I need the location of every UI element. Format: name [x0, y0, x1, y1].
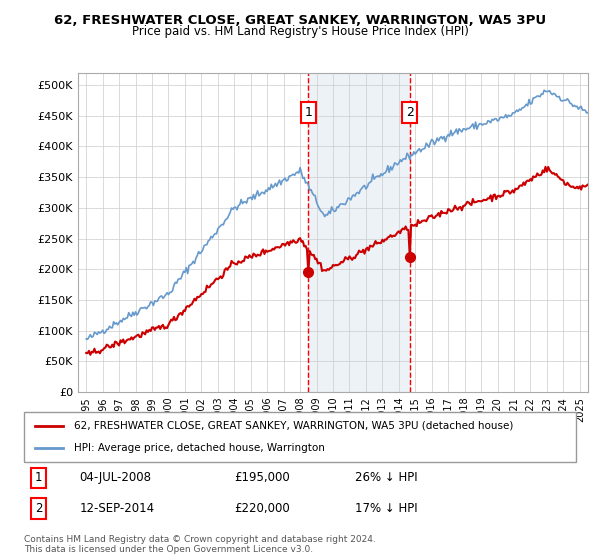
Bar: [308, 73, 410, 392]
Text: 2: 2: [35, 502, 43, 515]
Text: 12-SEP-2014: 12-SEP-2014: [79, 502, 154, 515]
Text: 1: 1: [304, 106, 312, 119]
Text: 04-JUL-2008: 04-JUL-2008: [79, 472, 151, 484]
Text: 17% ↓ HPI: 17% ↓ HPI: [355, 502, 418, 515]
Text: 1: 1: [35, 472, 43, 484]
Text: 62, FRESHWATER CLOSE, GREAT SANKEY, WARRINGTON, WA5 3PU: 62, FRESHWATER CLOSE, GREAT SANKEY, WARR…: [54, 14, 546, 27]
Text: Contains HM Land Registry data © Crown copyright and database right 2024.
This d: Contains HM Land Registry data © Crown c…: [24, 535, 376, 554]
FancyBboxPatch shape: [24, 412, 576, 462]
Text: Price paid vs. HM Land Registry's House Price Index (HPI): Price paid vs. HM Land Registry's House …: [131, 25, 469, 38]
Text: 2: 2: [406, 106, 414, 119]
Text: 26% ↓ HPI: 26% ↓ HPI: [355, 472, 418, 484]
Text: £195,000: £195,000: [234, 472, 290, 484]
Text: HPI: Average price, detached house, Warrington: HPI: Average price, detached house, Warr…: [74, 443, 325, 453]
Text: 62, FRESHWATER CLOSE, GREAT SANKEY, WARRINGTON, WA5 3PU (detached house): 62, FRESHWATER CLOSE, GREAT SANKEY, WARR…: [74, 421, 513, 431]
Text: £220,000: £220,000: [234, 502, 290, 515]
